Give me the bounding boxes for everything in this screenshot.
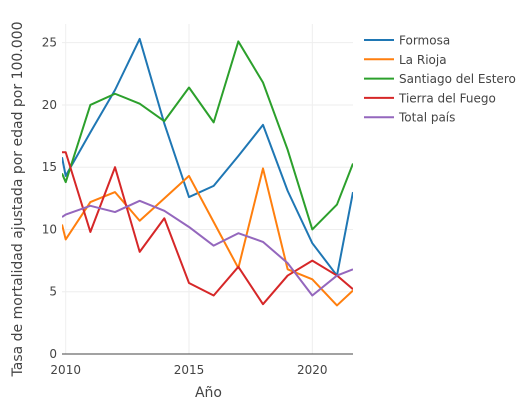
y-tick-label: 25 bbox=[42, 36, 57, 50]
legend-label: Total país bbox=[398, 111, 455, 125]
y-tick-label: 20 bbox=[42, 98, 57, 112]
series-lines bbox=[62, 37, 353, 307]
y-tick-label: 10 bbox=[42, 222, 57, 236]
legend-label: La Rioja bbox=[399, 53, 447, 67]
series-line-tierra-del-fuego bbox=[62, 151, 353, 306]
series-line-santiago-del-estero bbox=[62, 40, 353, 231]
gridlines bbox=[62, 24, 353, 354]
legend-item-tierra-del-fuego[interactable]: Tierra del Fuego bbox=[364, 91, 496, 105]
y-tick-label: 0 bbox=[49, 347, 57, 361]
x-axis-title: Año bbox=[195, 385, 222, 400]
legend-item-total-pais[interactable]: Total país bbox=[364, 111, 455, 125]
y-tick-label: 15 bbox=[42, 160, 57, 174]
y-tick-labels: 0 5 10 15 20 25 bbox=[42, 36, 57, 361]
x-tick-label: 2015 bbox=[174, 363, 205, 377]
x-tick-label: 2010 bbox=[50, 363, 81, 377]
series-line-total-pais bbox=[62, 199, 353, 297]
y-tick-label: 5 bbox=[49, 285, 57, 299]
legend: Formosa La Rioja Santiago del Estero Tierra… bbox=[364, 34, 516, 125]
y-axis-title: Tasa de mortalidad ajustada por edad por… bbox=[10, 22, 26, 378]
legend-item-la-rioja[interactable]: La Rioja bbox=[364, 53, 447, 67]
series-line-formosa bbox=[62, 37, 353, 277]
legend-label: Tierra del Fuego bbox=[398, 91, 496, 105]
legend-item-formosa[interactable]: Formosa bbox=[364, 34, 450, 48]
legend-label: Santiago del Estero bbox=[399, 72, 516, 86]
legend-label: Formosa bbox=[399, 34, 450, 48]
x-tick-label: 2020 bbox=[297, 363, 328, 377]
series-line-la-rioja bbox=[62, 167, 353, 307]
legend-item-santiago-del-estero[interactable]: Santiago del Estero bbox=[364, 72, 516, 86]
x-tick-labels: 2010 2015 2020 bbox=[50, 363, 327, 377]
